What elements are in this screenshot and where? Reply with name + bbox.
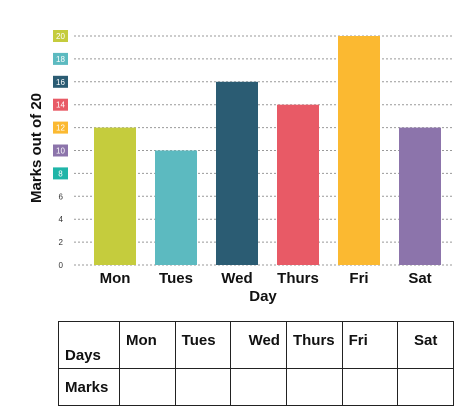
bar-fri (338, 36, 380, 265)
table-row-marks: Marks (58, 368, 454, 406)
y-tick-10: 10 (53, 144, 68, 157)
bar-tues (155, 150, 197, 265)
y-tick-12: 12 (53, 121, 68, 134)
x-tick-label-tues: Tues (159, 270, 193, 287)
bar-wed (216, 81, 258, 265)
x-tick-label-sat: Sat (408, 270, 431, 287)
gridlines (74, 35, 452, 266)
y-tick-label-4: 4 (59, 215, 64, 224)
marks-cell-wed[interactable] (230, 368, 287, 406)
y-tick-14: 14 (53, 98, 68, 111)
marks-cell-fri[interactable] (341, 368, 399, 406)
day-cell-thurs: Thurs (285, 321, 343, 369)
marks-header-cell: Marks (58, 368, 120, 406)
y-tick-badge-8 (53, 167, 68, 180)
y-tick-badge-16 (53, 75, 68, 88)
y-tick-20: 20 (53, 30, 68, 42)
y-tick-label-0: 0 (59, 261, 64, 270)
y-tick-label-10: 10 (56, 147, 65, 156)
y-tick-badge-12 (53, 121, 68, 134)
marks-cell-tues[interactable] (174, 368, 232, 406)
y-tick-label-20: 20 (56, 32, 65, 41)
y-tick-label-8: 8 (58, 169, 63, 178)
y-tick-label-14: 14 (56, 101, 65, 110)
y-tick-badge-18 (53, 52, 68, 65)
y-tick-label-2: 2 (59, 238, 64, 247)
bars (94, 36, 441, 265)
x-tick-label-fri: Fri (349, 270, 368, 287)
y-tick-label-6: 6 (59, 192, 64, 201)
y-tick-badge-20 (53, 30, 68, 42)
y-tick-16: 16 (53, 75, 68, 88)
y-tick-18: 18 (53, 52, 68, 65)
y-axis-ticks: 0 2 4 6 8 10 12 14 16 18 20 (53, 30, 68, 270)
x-tick-label-mon: Mon (100, 270, 131, 287)
x-tick-label-wed: Wed (221, 270, 252, 287)
y-axis-title: Marks out of 20 (28, 93, 45, 203)
y-tick-badge-14 (53, 98, 68, 111)
marks-cell-thurs[interactable] (285, 368, 343, 406)
x-axis-categories: Mon Tues Wed Thurs Fri Sat (100, 270, 432, 287)
x-tick-label-thurs: Thurs (277, 270, 319, 287)
y-tick-8: 8 (53, 167, 68, 180)
table-row-days: Days Mon Tues Wed Thurs Fri Sat (58, 321, 454, 369)
days-header-cell: Days (58, 321, 120, 369)
day-cell-mon: Mon (119, 321, 176, 369)
day-cell-wed: Wed (230, 321, 287, 369)
y-tick-label-18: 18 (56, 55, 65, 64)
day-cell-sat: Sat (397, 321, 454, 369)
bar-thurs (277, 104, 319, 265)
day-cell-tues: Tues (174, 321, 232, 369)
day-cell-fri: Fri (341, 321, 399, 369)
marks-cell-mon[interactable] (119, 368, 176, 406)
bar-mon (94, 127, 136, 265)
y-tick-label-12: 12 (56, 124, 65, 133)
marks-cell-sat[interactable] (397, 368, 454, 406)
y-tick-label-16: 16 (56, 78, 65, 87)
y-tick-badge-10 (53, 144, 68, 157)
marks-table: Days Mon Tues Wed Thurs Fri Sat Marks (58, 321, 454, 406)
x-axis-title: Day (249, 288, 277, 305)
bar-sat (399, 127, 441, 265)
